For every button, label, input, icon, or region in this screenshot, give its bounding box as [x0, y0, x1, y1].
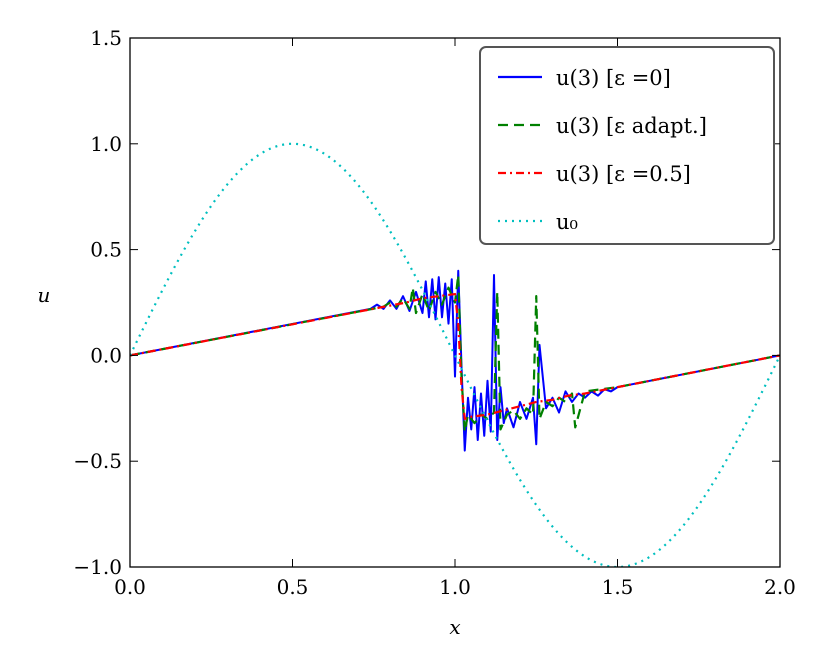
series-layer [130, 142, 780, 567]
y-tick-label: 0.5 [90, 238, 122, 262]
legend-entry-2: u(3) [ε adapt.] [556, 114, 707, 138]
y-tick-label: 0.0 [90, 343, 122, 367]
legend-entry-1: u(3) [ε =0] [556, 66, 671, 90]
x-tick-label: 1.5 [602, 575, 634, 599]
series-line-1 [130, 269, 780, 452]
y-axis-label: u [38, 283, 51, 307]
legend-box [479, 46, 775, 245]
x-tick-label: 1.0 [439, 575, 471, 599]
x-tick-label: 2.0 [764, 575, 796, 599]
ticks-layer: 0.0 0.5 1.0 1.5 2.0 −1.0 −0.5 0.0 0.5 1.0 1.5 [73, 26, 795, 599]
y-tick-label: −0.5 [73, 449, 122, 473]
legend-entry-4: u₀ [556, 210, 578, 234]
y-tick-label: 1.0 [90, 132, 122, 156]
y-tick-label: −1.0 [73, 555, 122, 579]
x-tick-label: 0.0 [114, 575, 146, 599]
legend: u(3) [ε =0] u(3) [ε adapt.] u(3) [ε =0.5] u… [479, 46, 775, 245]
y-tick-label: 1.5 [90, 26, 122, 50]
series-line-3 [130, 292, 780, 420]
x-axis-label: x [449, 615, 460, 639]
legend-entry-3: u(3) [ε =0.5] [556, 162, 691, 186]
x-tick-label: 0.5 [277, 575, 309, 599]
